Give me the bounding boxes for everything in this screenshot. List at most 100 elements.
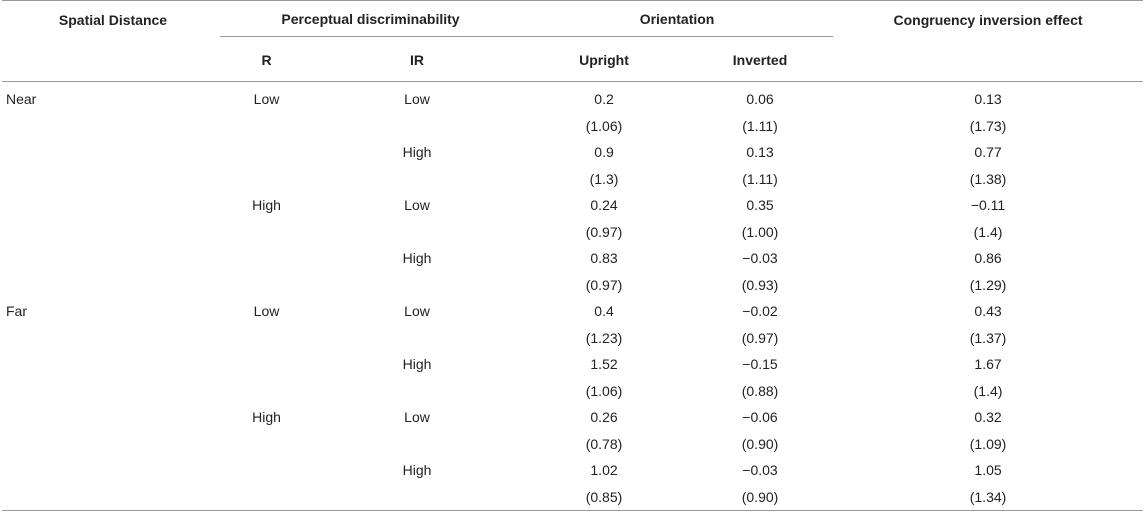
results-table: Spatial Distance Perceptual discriminabi… <box>2 0 1144 511</box>
cell-r: High <box>252 197 281 214</box>
cell-inverted: 0.06 <box>746 91 774 108</box>
table-header: Spatial Distance Perceptual discriminabi… <box>2 0 1144 82</box>
table-row: High 1.52 −0.15 1.67 <box>2 351 1143 378</box>
cell-spatial-distance <box>2 113 220 140</box>
cell-r: Low <box>253 91 280 108</box>
header-empty-2 <box>833 38 1143 82</box>
table-row: (1.06) (1.11) (1.73) <box>2 113 1143 140</box>
cell-inverted: 0.35 <box>746 197 774 214</box>
cell-ir: Low <box>404 91 430 108</box>
header-inverted: Inverted <box>732 51 788 68</box>
cell-r <box>220 245 313 272</box>
cell-ir: High <box>402 356 432 373</box>
cell-congruency-inversion-effect: (1.34) <box>833 483 1144 511</box>
cell-congruency-inversion-effect: (1.38) <box>969 170 1007 187</box>
header-perceptual-discriminability: Perceptual discriminability <box>220 1 522 39</box>
cell-upright: 1.02 <box>590 462 618 479</box>
table-row: (0.97) (0.93) (1.29) <box>2 272 1143 299</box>
cell-r <box>220 219 313 246</box>
cell-ir: Low <box>404 303 430 320</box>
cell-upright: 0.9 <box>594 144 614 161</box>
cell-r <box>220 431 313 458</box>
cell-spatial-distance <box>2 139 220 166</box>
cell-r <box>220 351 313 378</box>
header-row-2: R IR Upright Inverted <box>2 38 1144 82</box>
cell-r <box>220 483 313 511</box>
cell-spatial-distance <box>2 378 220 405</box>
cell-inverted: 0.13 <box>746 144 774 161</box>
cell-inverted: (1.11) <box>742 117 778 134</box>
table-row: (0.97) (1.00) (1.4) <box>2 219 1143 246</box>
table-row: High Low 0.24 0.35 −0.11 <box>2 192 1143 219</box>
header-row-1: Spatial Distance Perceptual discriminabi… <box>2 0 1144 39</box>
cell-r <box>220 457 313 484</box>
cell-r: High <box>252 409 281 426</box>
cell-upright: 0.24 <box>590 197 618 214</box>
cell-r: Low <box>253 303 280 320</box>
cell-ir <box>313 113 521 140</box>
cell-spatial-distance <box>2 457 220 484</box>
header-r: R <box>261 51 272 68</box>
cell-ir <box>313 378 521 405</box>
cell-spatial-distance <box>2 404 220 431</box>
cell-ir <box>313 325 521 352</box>
table-row: (1.06) (0.88) (1.4) <box>2 378 1143 405</box>
table-row: (1.3) (1.11) (1.38) <box>2 166 1143 193</box>
header-orientation: Orientation <box>521 1 834 39</box>
table-row: Far Low Low 0.4 −0.02 0.43 <box>2 298 1143 325</box>
cell-spatial-distance <box>2 245 220 272</box>
cell-congruency-inversion-effect: (1.73) <box>969 117 1007 134</box>
cell-congruency-inversion-effect: 1.67 <box>974 356 1002 373</box>
cell-inverted: −0.02 <box>742 303 778 320</box>
cell-inverted: −0.03 <box>742 250 778 267</box>
cell-congruency-inversion-effect: 0.32 <box>974 409 1002 426</box>
header-orientation-label: Orientation <box>521 11 834 37</box>
cell-upright: 0.4 <box>594 303 614 320</box>
cell-congruency-inversion-effect: (1.4) <box>973 223 1003 240</box>
cell-inverted: (0.93) <box>741 276 779 293</box>
cell-upright: (1.3) <box>589 170 619 187</box>
cell-inverted: −0.06 <box>742 409 778 426</box>
cell-upright: (0.97) <box>585 223 623 240</box>
cell-ir: High <box>402 250 432 267</box>
table-row: High Low 0.26 −0.06 0.32 <box>2 404 1143 431</box>
cell-congruency-inversion-effect: (1.29) <box>969 276 1007 293</box>
cell-spatial-distance <box>2 351 220 378</box>
table-row: High 0.9 0.13 0.77 <box>2 139 1143 166</box>
cell-spatial-distance <box>2 166 220 193</box>
cell-spatial-distance <box>2 272 220 299</box>
cell-upright: (1.23) <box>585 329 623 346</box>
cell-ir: High <box>402 144 432 161</box>
table-row: High 1.02 −0.03 1.05 <box>2 457 1143 484</box>
cell-upright: (1.06) <box>585 382 623 399</box>
header-spatial-distance: Spatial Distance <box>58 11 168 28</box>
header-congruency-inversion-effect: Congruency inversion effect <box>893 11 1083 28</box>
cell-ir <box>313 431 521 458</box>
cell-ir <box>313 272 521 299</box>
cell-r <box>220 139 313 166</box>
cell-spatial-distance: Far <box>6 303 27 320</box>
cell-upright: (0.97) <box>585 276 623 293</box>
header-empty <box>2 38 220 82</box>
cell-inverted: (1.00) <box>741 223 779 240</box>
cell-r <box>220 113 313 140</box>
cell-inverted: (0.97) <box>741 329 779 346</box>
cell-spatial-distance <box>2 219 220 246</box>
cell-ir <box>313 483 522 511</box>
cell-r <box>220 272 313 299</box>
cell-inverted: (0.88) <box>741 382 779 399</box>
cell-congruency-inversion-effect: 0.86 <box>974 250 1002 267</box>
table-row: (0.85) (0.90) (1.34) <box>2 483 1144 511</box>
cell-upright: 1.52 <box>590 356 618 373</box>
cell-congruency-inversion-effect: (1.09) <box>969 435 1007 452</box>
cell-ir: High <box>402 462 432 479</box>
table-row: Near Low Low 0.2 0.06 0.13 <box>2 82 1143 113</box>
cell-congruency-inversion-effect: (1.37) <box>969 329 1007 346</box>
cell-ir <box>313 166 521 193</box>
cell-spatial-distance <box>2 431 220 458</box>
cell-spatial-distance <box>2 325 220 352</box>
cell-congruency-inversion-effect: 0.77 <box>974 144 1002 161</box>
cell-congruency-inversion-effect: −0.11 <box>970 197 1006 214</box>
cell-r <box>220 378 313 405</box>
cell-upright: 0.2 <box>594 91 614 108</box>
